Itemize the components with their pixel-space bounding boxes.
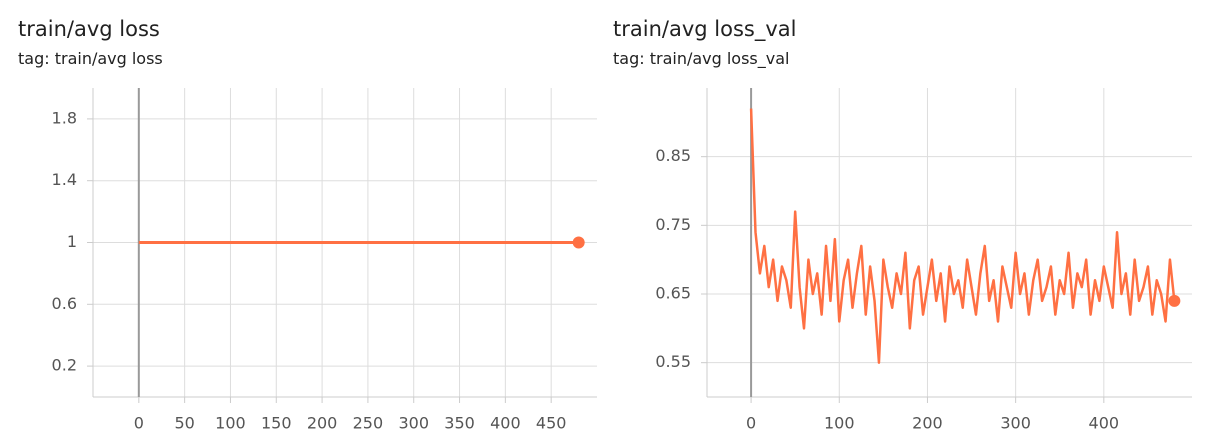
y-tick-label: 0.55: [655, 352, 691, 371]
x-tick-label: 350: [444, 414, 475, 433]
x-tick-label: 400: [490, 414, 521, 433]
y-tick-label: 1.8: [52, 108, 77, 127]
y-tick-label: 0.75: [655, 215, 691, 234]
chart-subtitle: tag: train/avg loss: [18, 49, 163, 68]
data-line: [749, 108, 1176, 364]
y-tick-label: 1: [67, 232, 77, 251]
x-tick-label: 300: [398, 414, 429, 433]
x-tick-label: 0: [134, 414, 144, 433]
x-tick-label: 200: [912, 414, 943, 433]
chart-subtitle: tag: train/avg loss_val: [613, 49, 789, 69]
y-tick-label: 0.65: [655, 284, 691, 303]
y-tick-label: 0.6: [52, 294, 77, 313]
x-tick-label: 100: [824, 414, 855, 433]
end-point: [572, 236, 585, 249]
end-point: [1168, 294, 1181, 307]
chart-title: train/avg loss: [18, 17, 160, 41]
y-tick-label: 1.4: [52, 170, 77, 189]
x-tick-label: 150: [261, 414, 292, 433]
x-tick-label: 100: [215, 414, 246, 433]
x-tick-label: 400: [1089, 414, 1120, 433]
chart-title: train/avg loss_val: [613, 17, 796, 42]
x-tick-label: 0: [746, 414, 756, 433]
y-tick-label: 0.85: [655, 146, 691, 165]
x-tick-label: 250: [353, 414, 384, 433]
x-tick-label: 300: [1000, 414, 1031, 433]
y-tick-label: 0.2: [52, 356, 77, 375]
x-tick-label: 450: [536, 414, 567, 433]
x-tick-label: 50: [174, 414, 194, 433]
x-tick-label: 200: [307, 414, 338, 433]
